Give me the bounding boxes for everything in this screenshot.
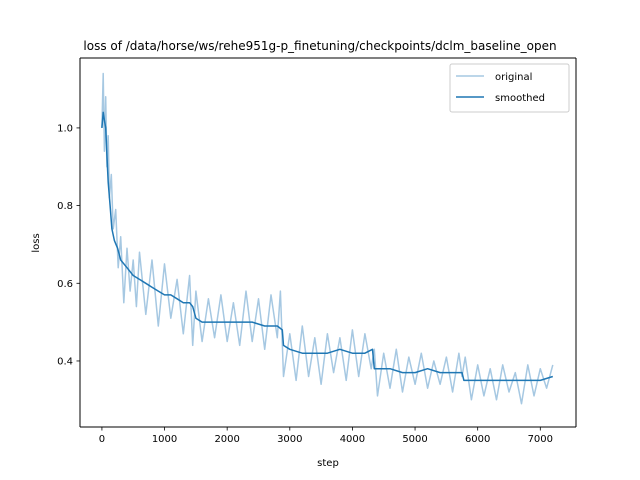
series-layer — [101, 72, 554, 405]
x-tick-label: 7000 — [528, 434, 553, 445]
y-tick-label: 0.4 — [57, 356, 73, 367]
x-axis-ticks: 0 1000 2000 3000 4000 5000 6000 7000 — [99, 427, 553, 445]
x-tick-label: 0 — [99, 434, 105, 445]
plot-area — [80, 58, 576, 427]
legend-label-smoothed: smoothed — [495, 93, 545, 104]
y-tick-label: 0.8 — [57, 201, 73, 212]
x-tick-label: 2000 — [214, 434, 239, 445]
y-axis-ticks: 0.4 0.6 0.8 1.0 — [57, 123, 80, 367]
legend: original smoothed — [449, 63, 570, 113]
x-axis-label: step — [317, 458, 339, 469]
series-line-smoothed — [101, 111, 554, 382]
series-line-original — [101, 72, 554, 405]
x-tick-label: 3000 — [277, 434, 302, 445]
y-tick-label: 0.6 — [57, 279, 73, 290]
plot-frame — [79, 57, 577, 428]
legend-label-original: original — [495, 72, 532, 83]
x-tick-label: 1000 — [152, 434, 177, 445]
x-tick-label: 4000 — [340, 434, 365, 445]
x-tick-label: 5000 — [402, 434, 427, 445]
x-tick-label: 6000 — [465, 434, 490, 445]
y-tick-label: 1.0 — [57, 123, 73, 134]
y-axis-label: loss — [31, 233, 42, 252]
chart-title: loss of /data/horse/ws/rehe951g-p_finetu… — [83, 39, 556, 53]
